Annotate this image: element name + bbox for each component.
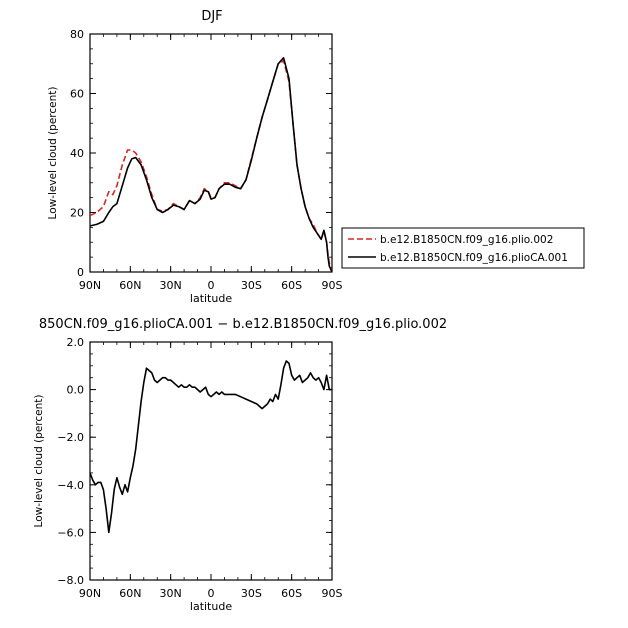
y-tick-label: −2.0 — [57, 431, 84, 444]
series-line-2 — [90, 56, 332, 272]
x-tick-label: 90S — [322, 587, 343, 600]
x-tick-label: 60N — [119, 587, 141, 600]
chart-panel-1: DJF 0 20 40 60 80 90N 60N 30N 0 30S 60S 90S latitude L… — [47, 9, 585, 305]
x-tick-label: 0 — [208, 279, 215, 292]
x-axis-label: latitude — [190, 600, 232, 613]
series-line-1 — [90, 360, 332, 534]
x-tick-label: 30S — [241, 587, 262, 600]
chart-panel-2: 850CN.f09_g16.plioCA.001 − b.e12.B1850CN… — [33, 317, 447, 613]
legend: b.e12.B1850CN.f09_g16.plio.002 b.e12.B185… — [341, 227, 585, 269]
x-tick-label: 90N — [79, 279, 101, 292]
x-tick-label: 30N — [160, 587, 182, 600]
x-axis-label: latitude — [190, 292, 232, 305]
legend-box — [341, 227, 585, 269]
x-tick-label: 60N — [119, 279, 141, 292]
y-tick-label: 0.0 — [67, 384, 85, 397]
series-line-1 — [90, 59, 332, 272]
chart-title: 850CN.f09_g16.plioCA.001 − b.e12.B1850CN… — [39, 317, 447, 332]
y-tick-label: 20 — [70, 207, 84, 220]
y-tick-label: 0 — [77, 266, 84, 279]
y-tick-label: −4.0 — [57, 479, 84, 492]
x-tick-label: 90N — [79, 587, 101, 600]
y-tick-label: 60 — [70, 88, 84, 101]
y-tick-label: −8.0 — [57, 574, 84, 587]
y-tick-label: 2.0 — [67, 336, 85, 349]
x-tick-label: 60S — [281, 279, 302, 292]
legend-label: b.e12.B1850CN.f09_g16.plioCA.001 — [380, 252, 568, 264]
x-tick-label: 0 — [208, 587, 215, 600]
x-tick-label: 90S — [322, 279, 343, 292]
y-axis-label: Low-level cloud (percent) — [47, 87, 59, 220]
plot-frame — [89, 341, 333, 581]
x-tick-label: 60S — [281, 587, 302, 600]
y-axis-label: Low-level cloud (percent) — [33, 395, 45, 528]
y-tick-label: 80 — [70, 28, 84, 41]
y-tick-label: −6.0 — [57, 526, 84, 539]
x-tick-label: 30S — [241, 279, 262, 292]
x-tick-label: 30N — [160, 279, 182, 292]
chart-title: DJF — [201, 9, 222, 24]
y-tick-label: 40 — [70, 147, 84, 160]
legend-label: b.e12.B1850CN.f09_g16.plio.002 — [380, 234, 553, 246]
